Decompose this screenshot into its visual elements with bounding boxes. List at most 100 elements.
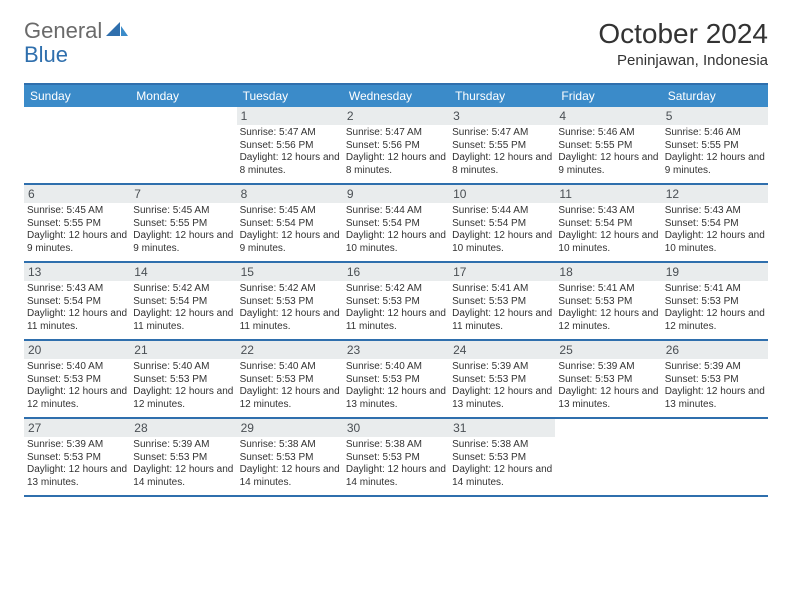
day-cell: 27Sunrise: 5:39 AMSunset: 5:53 PMDayligh… xyxy=(24,419,130,495)
logo-text-blue: Blue xyxy=(24,42,68,67)
sunset-line: Sunset: 5:53 PM xyxy=(558,296,658,309)
day-number: 25 xyxy=(555,341,661,359)
day-number: 26 xyxy=(662,341,768,359)
daylight-line: Daylight: 12 hours and 14 minutes. xyxy=(452,464,552,489)
day-cell: 28Sunrise: 5:39 AMSunset: 5:53 PMDayligh… xyxy=(130,419,236,495)
daylight-line: Daylight: 12 hours and 9 minutes. xyxy=(665,152,765,177)
day-cell: 12Sunrise: 5:43 AMSunset: 5:54 PMDayligh… xyxy=(662,185,768,261)
day-cell: 11Sunrise: 5:43 AMSunset: 5:54 PMDayligh… xyxy=(555,185,661,261)
daylight-line: Daylight: 12 hours and 8 minutes. xyxy=(452,152,552,177)
sunset-line: Sunset: 5:54 PM xyxy=(665,218,765,231)
logo-text-blue-wrap: Blue xyxy=(24,42,68,68)
sunrise-line: Sunrise: 5:40 AM xyxy=(346,361,446,374)
day-number: 23 xyxy=(343,341,449,359)
title-block: October 2024 Peninjawan, Indonesia xyxy=(598,18,768,69)
day-number: 30 xyxy=(343,419,449,437)
day-cell: 2Sunrise: 5:47 AMSunset: 5:56 PMDaylight… xyxy=(343,107,449,183)
day-cell: 21Sunrise: 5:40 AMSunset: 5:53 PMDayligh… xyxy=(130,341,236,417)
sunset-line: Sunset: 5:53 PM xyxy=(240,296,340,309)
day-number: 3 xyxy=(449,107,555,125)
day-cell: 19Sunrise: 5:41 AMSunset: 5:53 PMDayligh… xyxy=(662,263,768,339)
day-cell: 20Sunrise: 5:40 AMSunset: 5:53 PMDayligh… xyxy=(24,341,130,417)
daylight-line: Daylight: 12 hours and 9 minutes. xyxy=(558,152,658,177)
daylight-line: Daylight: 12 hours and 10 minutes. xyxy=(452,230,552,255)
day-cell: 25Sunrise: 5:39 AMSunset: 5:53 PMDayligh… xyxy=(555,341,661,417)
day-header-row: Sunday Monday Tuesday Wednesday Thursday… xyxy=(24,85,768,107)
day-number: 8 xyxy=(237,185,343,203)
day-cell: 3Sunrise: 5:47 AMSunset: 5:55 PMDaylight… xyxy=(449,107,555,183)
sunrise-line: Sunrise: 5:42 AM xyxy=(346,283,446,296)
sunset-line: Sunset: 5:55 PM xyxy=(27,218,127,231)
sunrise-line: Sunrise: 5:47 AM xyxy=(346,127,446,140)
day-cell: 22Sunrise: 5:40 AMSunset: 5:53 PMDayligh… xyxy=(237,341,343,417)
day-number: 17 xyxy=(449,263,555,281)
sunrise-line: Sunrise: 5:38 AM xyxy=(452,439,552,452)
header: General October 2024 Peninjawan, Indones… xyxy=(24,18,768,69)
sunset-line: Sunset: 5:55 PM xyxy=(133,218,233,231)
day-cell: 31 Sunrise: 5:38 AMSunset: 5:53 PMDayligh… xyxy=(449,419,555,495)
day-number: 5 xyxy=(662,107,768,125)
daylight-line: Daylight: 12 hours and 12 minutes. xyxy=(240,386,340,411)
day-number: 4 xyxy=(555,107,661,125)
sunrise-line: Sunrise: 5:45 AM xyxy=(133,205,233,218)
daylight-line: Daylight: 12 hours and 10 minutes. xyxy=(346,230,446,255)
logo: General xyxy=(24,18,130,44)
daylight-line: Daylight: 12 hours and 13 minutes. xyxy=(27,464,127,489)
sunrise-line: Sunrise: 5:42 AM xyxy=(133,283,233,296)
day-number: 24 xyxy=(449,341,555,359)
empty-cell xyxy=(24,107,130,183)
daylight-line: Daylight: 12 hours and 13 minutes. xyxy=(452,386,552,411)
day-cell: 17Sunrise: 5:41 AMSunset: 5:53 PMDayligh… xyxy=(449,263,555,339)
sunrise-line: Sunrise: 5:40 AM xyxy=(240,361,340,374)
sunset-line: Sunset: 5:55 PM xyxy=(452,140,552,153)
day-cell: 18Sunrise: 5:41 AMSunset: 5:53 PMDayligh… xyxy=(555,263,661,339)
sunrise-line: Sunrise: 5:45 AM xyxy=(27,205,127,218)
sunset-line: Sunset: 5:56 PM xyxy=(346,140,446,153)
sunrise-line: Sunrise: 5:38 AM xyxy=(346,439,446,452)
dayhead-fri: Friday xyxy=(555,85,661,107)
sunrise-line: Sunrise: 5:41 AM xyxy=(452,283,552,296)
sunset-line: Sunset: 5:53 PM xyxy=(346,452,446,465)
day-cell: 29Sunrise: 5:38 AMSunset: 5:53 PMDayligh… xyxy=(237,419,343,495)
sunrise-line: Sunrise: 5:42 AM xyxy=(240,283,340,296)
day-cell: 14Sunrise: 5:42 AMSunset: 5:54 PMDayligh… xyxy=(130,263,236,339)
dayhead-mon: Monday xyxy=(130,85,236,107)
daylight-line: Daylight: 12 hours and 10 minutes. xyxy=(558,230,658,255)
sunset-line: Sunset: 5:53 PM xyxy=(133,374,233,387)
day-number: 31 xyxy=(449,419,555,437)
daylight-line: Daylight: 12 hours and 13 minutes. xyxy=(558,386,658,411)
sunset-line: Sunset: 5:54 PM xyxy=(27,296,127,309)
sunset-line: Sunset: 5:53 PM xyxy=(240,452,340,465)
sunrise-line: Sunrise: 5:39 AM xyxy=(133,439,233,452)
daylight-line: Daylight: 12 hours and 14 minutes. xyxy=(240,464,340,489)
sunset-line: Sunset: 5:53 PM xyxy=(452,452,552,465)
empty-cell xyxy=(555,419,661,495)
day-cell: 10Sunrise: 5:44 AMSunset: 5:54 PMDayligh… xyxy=(449,185,555,261)
sunrise-line: Sunrise: 5:40 AM xyxy=(133,361,233,374)
sunrise-line: Sunrise: 5:47 AM xyxy=(240,127,340,140)
sunrise-line: Sunrise: 5:46 AM xyxy=(665,127,765,140)
sunrise-line: Sunrise: 5:43 AM xyxy=(665,205,765,218)
month-title: October 2024 xyxy=(598,18,768,50)
daylight-line: Daylight: 12 hours and 11 minutes. xyxy=(27,308,127,333)
daylight-line: Daylight: 12 hours and 12 minutes. xyxy=(558,308,658,333)
day-cell: 24Sunrise: 5:39 AMSunset: 5:53 PMDayligh… xyxy=(449,341,555,417)
day-number: 29 xyxy=(237,419,343,437)
sunset-line: Sunset: 5:53 PM xyxy=(452,374,552,387)
day-cell: 8Sunrise: 5:45 AMSunset: 5:54 PMDaylight… xyxy=(237,185,343,261)
week-row: 6Sunrise: 5:45 AMSunset: 5:55 PMDaylight… xyxy=(24,185,768,263)
day-cell: 1Sunrise: 5:47 AMSunset: 5:56 PMDaylight… xyxy=(237,107,343,183)
day-cell: 9Sunrise: 5:44 AMSunset: 5:54 PMDaylight… xyxy=(343,185,449,261)
daylight-line: Daylight: 12 hours and 9 minutes. xyxy=(27,230,127,255)
daylight-line: Daylight: 12 hours and 11 minutes. xyxy=(240,308,340,333)
day-number: 15 xyxy=(237,263,343,281)
sunset-line: Sunset: 5:53 PM xyxy=(27,374,127,387)
daylight-line: Daylight: 12 hours and 8 minutes. xyxy=(240,152,340,177)
day-number: 7 xyxy=(130,185,236,203)
day-number: 19 xyxy=(662,263,768,281)
dayhead-wed: Wednesday xyxy=(343,85,449,107)
daylight-line: Daylight: 12 hours and 13 minutes. xyxy=(346,386,446,411)
day-number: 22 xyxy=(237,341,343,359)
day-number: 27 xyxy=(24,419,130,437)
sunset-line: Sunset: 5:55 PM xyxy=(665,140,765,153)
